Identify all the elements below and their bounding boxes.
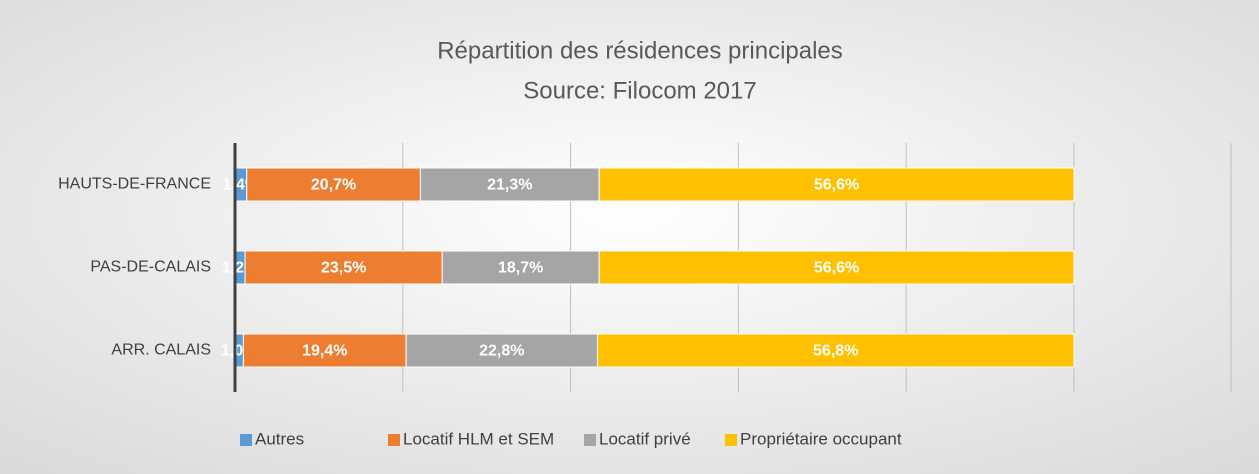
y-tick-label: PAS-DE-CALAIS: [90, 259, 211, 276]
legend-label: Propriétaire occupant: [740, 429, 902, 448]
y-tick-label: HAUTS-DE-FRANCE: [58, 176, 211, 193]
chart-subtitle: Source: Filocom 2017: [523, 77, 756, 104]
bar-segment: [596, 333, 1075, 368]
bar-segment: [441, 250, 600, 285]
chart-title: Répartition des résidences principales: [437, 37, 843, 64]
bar-segment: [405, 333, 598, 368]
data-label: 19,4%: [302, 343, 347, 360]
bar-segment: [244, 250, 443, 285]
legend-swatch: [584, 434, 596, 446]
data-label: 23,5%: [321, 260, 366, 277]
bar-segment: [598, 167, 1075, 202]
data-label: 20,7%: [311, 177, 356, 194]
legend-label: Autres: [255, 429, 304, 448]
bar-segment: [242, 333, 407, 368]
data-label: 18,7%: [498, 260, 543, 277]
data-label: 22,8%: [479, 343, 524, 360]
data-label: 56,6%: [814, 260, 859, 277]
data-label: 21,3%: [487, 177, 532, 194]
data-label: 56,8%: [813, 343, 858, 360]
legend-label: Locatif privé: [599, 429, 691, 448]
data-label: 56,6%: [814, 177, 859, 194]
legend-label: Locatif HLM et SEM: [403, 429, 554, 448]
legend-swatch: [388, 434, 400, 446]
y-tick-label: ARR. CALAIS: [111, 342, 211, 359]
legend-swatch: [725, 434, 737, 446]
bar-segment: [598, 250, 1075, 285]
legend-swatch: [240, 434, 252, 446]
